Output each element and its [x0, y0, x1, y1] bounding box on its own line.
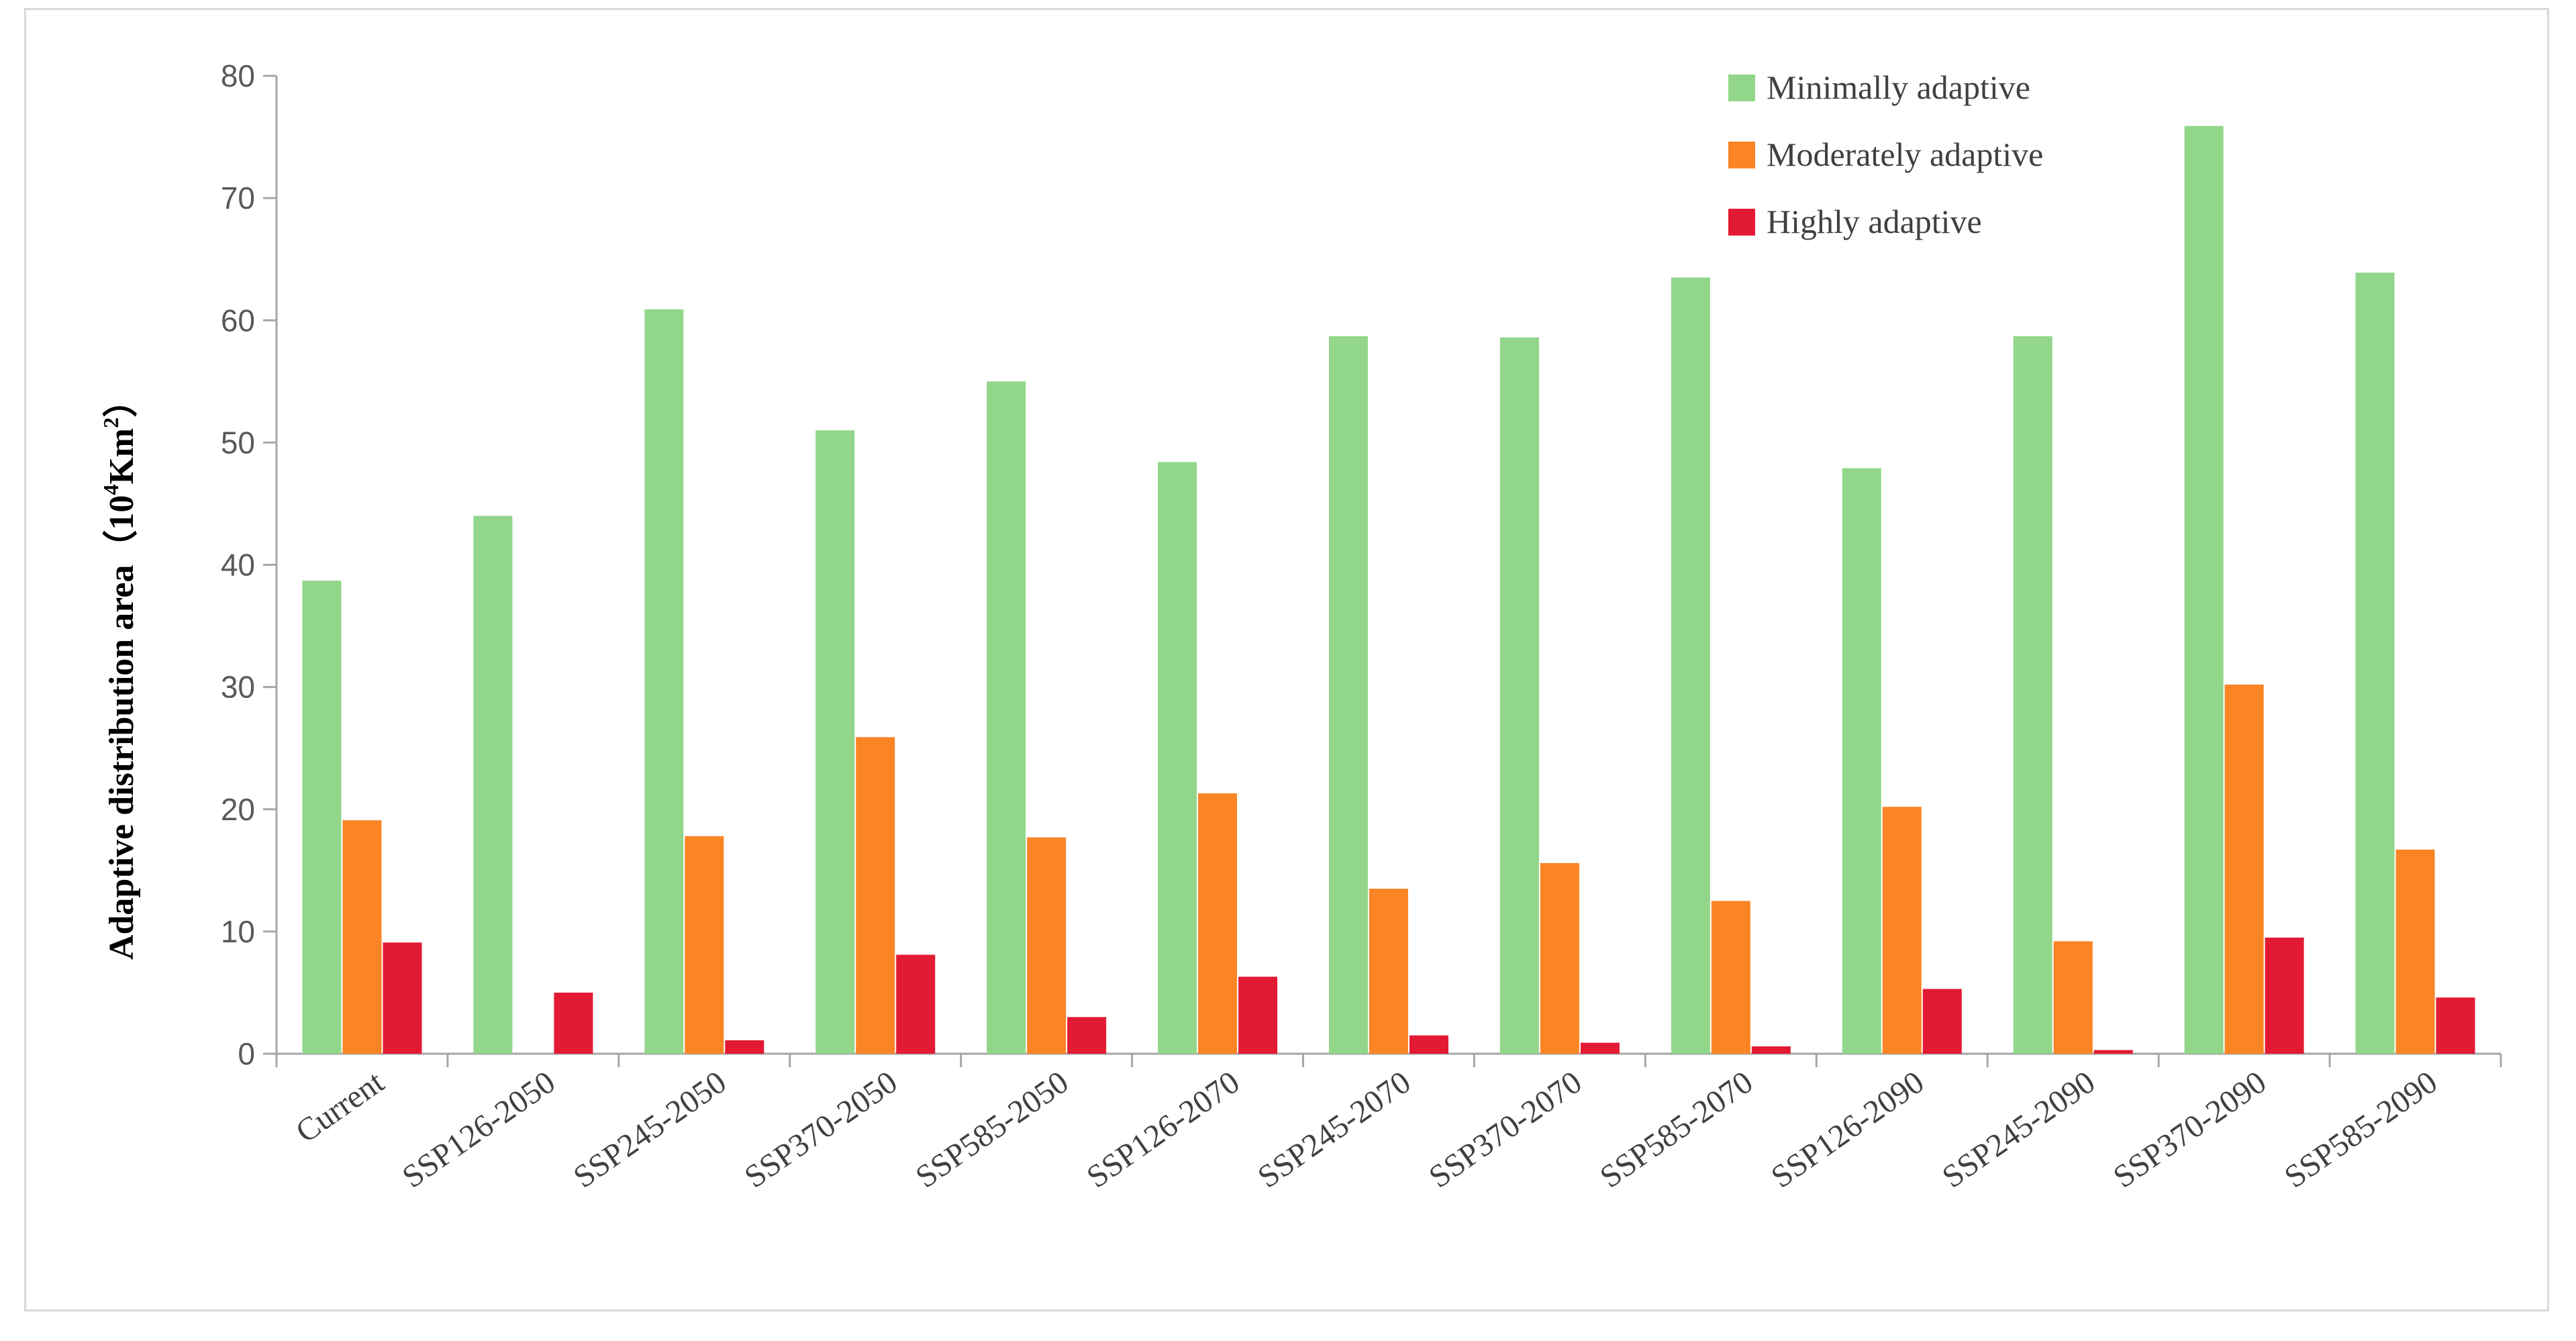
y-axis-label-unit-exponent: 2	[99, 417, 123, 428]
bar-minimally-adaptive-current	[302, 581, 342, 1054]
bar-moderately-adaptive-ssp370-2050	[856, 737, 895, 1054]
chart-frame	[24, 8, 2549, 1311]
x-tick-label: SSP585-2050	[909, 1064, 1075, 1195]
bar-moderately-adaptive-ssp126-2070	[1198, 793, 1238, 1054]
x-tick-label: SSP370-2050	[738, 1064, 904, 1195]
bars	[302, 126, 2475, 1054]
bar-minimally-adaptive-ssp370-2050	[815, 430, 855, 1054]
x-tick-label: SSP126-2050	[396, 1064, 562, 1195]
legend-swatch	[1728, 142, 1755, 168]
x-tick-label: SSP126-2070	[1081, 1064, 1246, 1195]
bar-moderately-adaptive-ssp585-2070	[1711, 901, 1750, 1054]
y-tick-label: 10	[221, 914, 255, 949]
bar-moderately-adaptive-ssp245-2070	[1369, 889, 1408, 1054]
bar-minimally-adaptive-ssp245-2070	[1329, 336, 1368, 1054]
bar-highly-adaptive-ssp370-2050	[896, 954, 936, 1054]
bar-highly-adaptive-ssp585-2070	[1751, 1046, 1791, 1054]
legend-swatch	[1728, 74, 1755, 101]
bar-minimally-adaptive-ssp126-2090	[1842, 468, 1881, 1054]
bar-minimally-adaptive-ssp370-2090	[2184, 126, 2224, 1054]
x-tick-label: Current	[289, 1064, 391, 1150]
legend-swatch	[1728, 209, 1755, 236]
bar-minimally-adaptive-ssp585-2090	[2355, 272, 2395, 1054]
legend-label: Moderately adaptive	[1767, 136, 2043, 173]
y-axis-label-prefix: Adaptive distribution area（	[102, 530, 141, 960]
bar-moderately-adaptive-ssp585-2090	[2395, 849, 2435, 1054]
x-tick-label: SSP245-2070	[1252, 1064, 1418, 1195]
y-axis-label-unit: Km	[103, 428, 141, 485]
bar-highly-adaptive-ssp370-2070	[1580, 1042, 1620, 1054]
x-tick-label: SSP245-2050	[567, 1064, 733, 1195]
x-tick-label: SSP126-2090	[1765, 1064, 1930, 1195]
y-tick-label: 80	[221, 58, 255, 93]
legend-label: Highly adaptive	[1767, 203, 1982, 240]
bar-highly-adaptive-ssp585-2090	[2436, 997, 2475, 1054]
bar-highly-adaptive-ssp370-2090	[2265, 937, 2304, 1054]
y-tick-label: 0	[238, 1036, 255, 1071]
bar-moderately-adaptive-current	[342, 820, 382, 1054]
y-tick-label: 50	[221, 425, 255, 460]
bar-moderately-adaptive-ssp126-2090	[1882, 807, 1922, 1054]
bar-minimally-adaptive-ssp126-2070	[1158, 462, 1197, 1054]
x-tick-label: SSP370-2090	[2107, 1064, 2273, 1195]
y-axis-label-base-exponent: 4	[99, 485, 123, 495]
bar-highly-adaptive-ssp245-2050	[725, 1040, 764, 1054]
y-tick-label: 40	[221, 548, 255, 583]
bar-moderately-adaptive-ssp245-2050	[685, 836, 724, 1054]
bar-moderately-adaptive-ssp245-2090	[2053, 941, 2093, 1054]
bar-moderately-adaptive-ssp370-2070	[1540, 862, 1579, 1054]
x-tick-label: SSP245-2090	[1936, 1064, 2101, 1195]
bar-minimally-adaptive-ssp245-2090	[2013, 336, 2052, 1054]
y-axis-label: Adaptive distribution area（104Km2）	[99, 383, 141, 960]
bar-highly-adaptive-ssp245-2070	[1409, 1035, 1448, 1054]
bar-minimally-adaptive-ssp585-2070	[1671, 277, 1710, 1054]
x-tick-label: SSP370-2070	[1423, 1064, 1589, 1195]
bar-highly-adaptive-ssp245-2090	[2093, 1050, 2133, 1054]
y-axis-label-suffix: ）	[102, 383, 141, 417]
y-tick-label: 20	[221, 792, 255, 827]
y-ticks: 0 10 20 30 40 50 60 70 80	[221, 58, 277, 1071]
legend: Minimally adaptive Moderately adaptive Hig…	[1728, 68, 2043, 240]
bar-minimally-adaptive-ssp585-2050	[987, 381, 1026, 1054]
bar-moderately-adaptive-ssp585-2050	[1027, 837, 1067, 1054]
y-tick-label: 70	[221, 181, 255, 215]
y-tick-label: 60	[221, 303, 255, 338]
bar-highly-adaptive-ssp126-2070	[1238, 977, 1278, 1054]
bar-minimally-adaptive-ssp370-2070	[1499, 337, 1539, 1054]
x-tick-labels: Current SSP126-2050 SSP245-2050 SSP370-2050…	[289, 1064, 2444, 1195]
bar-highly-adaptive-ssp126-2050	[554, 992, 593, 1054]
bar-highly-adaptive-ssp585-2050	[1067, 1017, 1107, 1054]
bar-minimally-adaptive-ssp245-2050	[644, 309, 684, 1054]
y-tick-label: 30	[221, 670, 255, 705]
x-tick-label: SSP585-2070	[1593, 1064, 1759, 1195]
y-axis-label-base: 10	[103, 495, 141, 530]
bar-moderately-adaptive-ssp370-2090	[2224, 684, 2264, 1054]
x-tick-label: SSP585-2090	[2278, 1064, 2444, 1195]
bar-highly-adaptive-current	[383, 942, 422, 1054]
legend-label: Minimally adaptive	[1767, 68, 2030, 106]
bar-highly-adaptive-ssp126-2090	[1922, 989, 1962, 1054]
bar-minimally-adaptive-ssp126-2050	[473, 515, 513, 1054]
